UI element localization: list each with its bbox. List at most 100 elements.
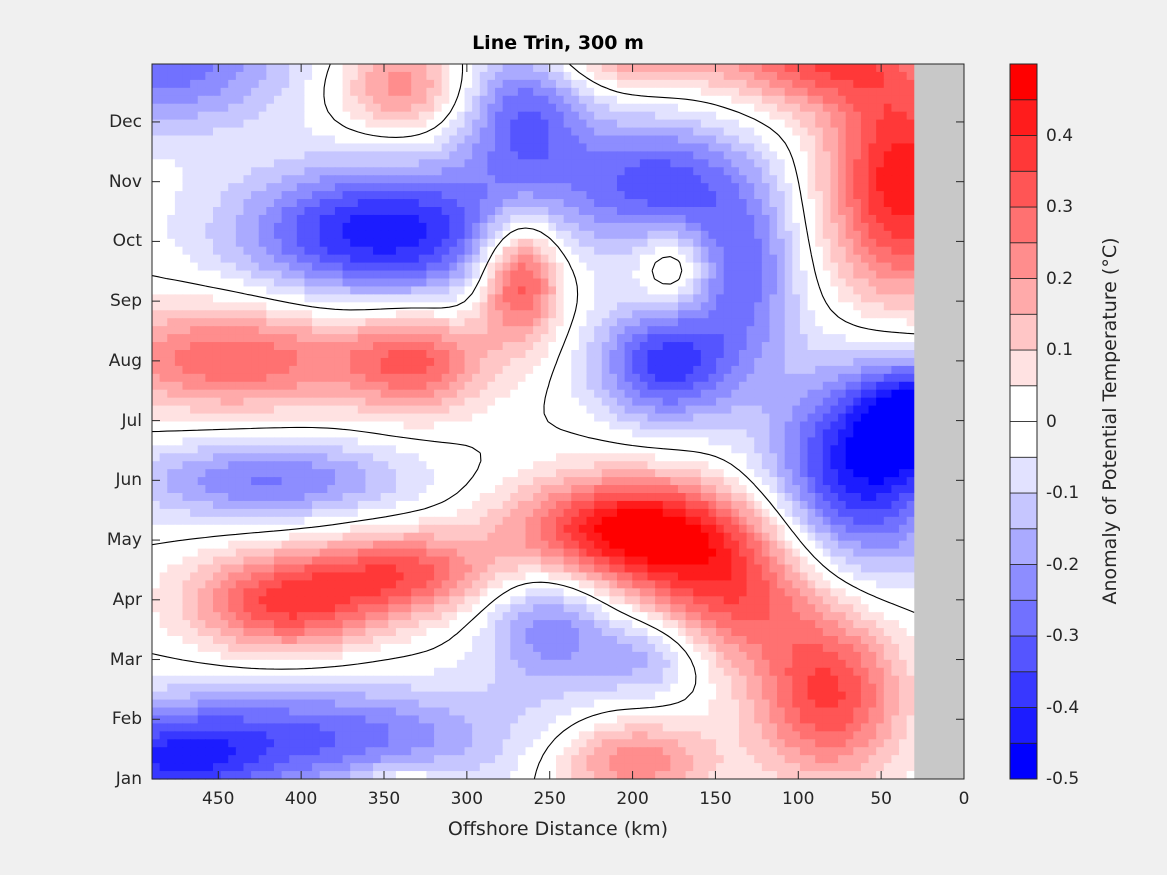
contour-cell [624, 230, 633, 240]
contour-cell [197, 199, 206, 208]
contour-cell [174, 64, 184, 73]
contour-cell [754, 405, 763, 415]
contour-cell [472, 199, 481, 208]
contour-cell [289, 191, 298, 200]
contour-cell [662, 294, 671, 303]
contour-cell [357, 175, 367, 184]
contour-cell [868, 151, 877, 160]
contour-cell [556, 199, 565, 208]
contour-cell [350, 175, 359, 184]
contour-cell [594, 191, 603, 200]
contour-cell [472, 389, 481, 399]
contour-cell [853, 389, 862, 399]
contour-cell [616, 357, 626, 367]
contour-cell [456, 413, 466, 423]
contour-cell [860, 71, 870, 81]
contour-cell [838, 278, 847, 288]
contour-cell [906, 111, 915, 121]
contour-cell [845, 135, 854, 145]
contour-cell [319, 278, 328, 288]
contour-cell [403, 413, 412, 423]
contour-cell [899, 381, 908, 391]
contour-cell [342, 270, 351, 280]
contour-cell [860, 350, 870, 359]
contour-cell [373, 262, 382, 272]
contour-cell [319, 405, 328, 415]
contour-cell [662, 207, 671, 216]
contour-cell [677, 64, 687, 73]
contour-cell [449, 429, 458, 438]
contour-cell [380, 357, 389, 367]
contour-cell [799, 64, 809, 73]
contour-cell [815, 71, 824, 81]
contour-cell [731, 254, 740, 264]
contour-cell [373, 71, 382, 81]
contour-cell [174, 254, 184, 264]
contour-cell [548, 207, 557, 216]
contour-cell [510, 95, 519, 105]
contour-cell [655, 421, 664, 431]
contour-cell [784, 167, 793, 176]
contour-cell [319, 286, 328, 295]
contour-cell [548, 373, 557, 383]
contour-cell [182, 445, 191, 454]
contour-cell [334, 310, 344, 319]
contour-cell [883, 230, 893, 240]
contour-cell [822, 278, 832, 288]
contour-cell [266, 278, 275, 288]
contour-cell [449, 103, 458, 113]
contour-cell [235, 437, 245, 446]
contour-cell [441, 127, 450, 137]
contour-cell [571, 183, 580, 192]
contour-cell [418, 135, 428, 145]
contour-cell [296, 405, 306, 415]
contour-cell [700, 365, 710, 375]
contour-cell [388, 79, 397, 89]
contour-cell [426, 286, 435, 295]
contour-cell [190, 437, 199, 446]
contour-cell [731, 238, 740, 248]
contour-cell [205, 207, 214, 216]
contour-cell [289, 87, 298, 97]
contour-cell [418, 270, 428, 280]
contour-cell [899, 79, 908, 89]
contour-cell [327, 230, 336, 240]
contour-cell [167, 95, 176, 105]
contour-cell [838, 71, 847, 81]
contour-cell [708, 175, 717, 184]
contour-cell [738, 437, 748, 446]
contour-cell [685, 373, 694, 383]
contour-cell [449, 286, 458, 295]
contour-cell [693, 334, 702, 343]
contour-cell [746, 381, 755, 391]
contour-cell [472, 167, 481, 176]
contour-cell [571, 397, 580, 407]
contour-cell [563, 310, 572, 319]
contour-cell [525, 64, 534, 73]
contour-cell [517, 183, 527, 192]
contour-cell [540, 103, 549, 113]
contour-cell [167, 246, 176, 256]
contour-cell [152, 167, 161, 176]
contour-cell [655, 365, 664, 375]
contour-cell [395, 429, 405, 438]
contour-cell [632, 191, 641, 200]
contour-cell [152, 421, 161, 431]
contour-cell [594, 119, 603, 129]
contour-cell [182, 310, 191, 319]
contour-cell [441, 238, 450, 248]
contour-cell [342, 222, 351, 232]
contour-cell [731, 405, 740, 415]
contour-cell [251, 254, 260, 264]
contour-cell [708, 119, 717, 129]
contour-cell [655, 294, 664, 303]
contour-cell [464, 254, 473, 264]
contour-cell [182, 326, 191, 335]
contour-cell [716, 79, 725, 89]
contour-cell [700, 286, 710, 295]
contour-cell [395, 135, 405, 145]
contour-cell [350, 207, 359, 216]
contour-cell [716, 167, 725, 176]
contour-cell [700, 453, 710, 462]
contour-cell [868, 429, 877, 438]
